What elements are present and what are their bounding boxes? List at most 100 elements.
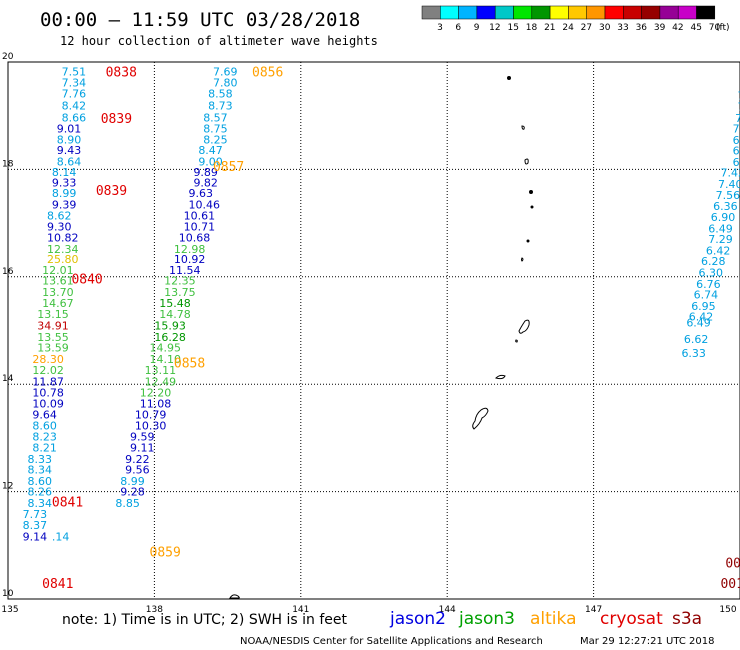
x-tick-label: 135: [1, 605, 18, 615]
legend-swatch: [476, 5, 496, 20]
plot-frame: [7, 61, 740, 600]
satellite-legend: jason2 jason3 altika cryosat s3a: [389, 609, 702, 629]
wave-height-value: 8.37: [23, 519, 48, 532]
satellite-name: s3a: [672, 609, 702, 629]
pass-time-label: 0838: [106, 66, 137, 81]
wave-height-value: 12.02: [32, 364, 64, 377]
wave-height-value: 13.75: [164, 286, 196, 299]
island: [526, 239, 530, 243]
legend-label: 21: [544, 23, 555, 33]
x-tick-label: 141: [292, 605, 309, 615]
chart-title: 00:00 – 11:59 UTC 03/28/2018: [40, 9, 360, 31]
legend-swatch: [549, 5, 569, 20]
wave-height-value: 6.7: [733, 156, 740, 169]
wave-height-value: 6.74: [694, 289, 719, 302]
wave-height-value: 13.55: [37, 331, 69, 344]
legend-label: 30: [599, 23, 611, 33]
color-legend: 3 6 9 12 15 18 21 24 27 30 33 36 39 42 45 70(ft): [421, 5, 730, 33]
wave-height-value: 15.93: [154, 320, 186, 333]
legend-swatch: [659, 5, 679, 20]
wave-height-value: 8.73: [208, 99, 233, 112]
wave-height-value: 6.33: [681, 347, 706, 360]
wave-height-value: 7.34: [62, 76, 87, 89]
wave-height-value: 7.: [735, 112, 740, 125]
wave-height-value: 12.34: [47, 243, 79, 256]
wave-height-value: 9.22: [125, 453, 149, 466]
wave-height-value: 6.5: [733, 145, 740, 158]
wave-height-value: 9.33: [52, 176, 77, 189]
wave-height-value: 9.39: [52, 198, 77, 211]
wave-height-value: 7.29: [708, 233, 733, 246]
wave-height-value: 7.56: [716, 189, 740, 202]
wave-height-value: 8.90: [57, 133, 82, 146]
pass-time-label: 0858: [174, 357, 205, 372]
wave-height-value: 13.15: [37, 308, 69, 321]
grid-lines: [8, 62, 740, 599]
wave-height-value: 6.42: [706, 244, 731, 257]
legend-label: 12: [489, 23, 500, 33]
footer-credit: NOAA/NESDIS Center for Satellite Applica…: [240, 636, 543, 647]
wave-height-value: 28.30: [32, 353, 64, 366]
wave-height-value: 8.25: [203, 133, 228, 146]
wave-height-value: 7.80: [213, 76, 238, 89]
wave-height-value: 10.71: [184, 220, 216, 233]
wave-height-value: 8.62: [47, 210, 72, 223]
wave-height-value: 25.80: [47, 253, 79, 266]
chart-subtitle: 12 hour collection of altimeter wave hei…: [60, 34, 378, 48]
legend-label: 18: [526, 23, 538, 33]
wave-height-value: 10.82: [47, 232, 79, 245]
legend-label: 39: [654, 23, 666, 33]
wave-height-value: 11.54: [169, 264, 201, 277]
wave-height-value: 8.26: [28, 486, 53, 499]
legend-swatch: [604, 5, 624, 20]
legend-label: 33: [617, 23, 628, 33]
wave-height-value: 9.11: [130, 442, 155, 455]
wave-height-value: 8.99: [52, 187, 77, 200]
wave-height-value: 7.40: [718, 178, 740, 191]
wave-height-value: 8.23: [32, 430, 57, 443]
legend-label: 42: [672, 23, 683, 33]
wave-height-value: 8.57: [203, 111, 228, 124]
wave-height-value: 8.34: [28, 497, 53, 510]
island: [495, 374, 506, 380]
wave-height-values: 7.517.347.768.428.669.018.909.438.648.14…: [23, 66, 740, 544]
legend-label: 24: [562, 23, 574, 33]
footer-timestamp: Mar 29 12:27:21 UTC 2018: [580, 636, 715, 647]
legend-swatch: [677, 5, 697, 20]
wave-height-value: 12.01: [42, 264, 74, 277]
wave-height-value: 10.79: [135, 408, 167, 421]
wave-height-value: 14.95: [150, 342, 182, 355]
wave-height-value: 6.3: [733, 134, 740, 147]
wave-height-value: 6.95: [691, 300, 716, 313]
wave-height-value: 8.99: [120, 475, 144, 488]
wave-height-value: 7.51: [62, 66, 87, 79]
island: [521, 125, 525, 130]
island: [472, 407, 489, 430]
y-tick-label: 18: [2, 159, 14, 169]
pass-time-label: 0839: [96, 184, 127, 199]
legend-label: 27: [581, 23, 592, 33]
y-tick-label: 12: [2, 482, 13, 492]
wave-height-value: 8.47: [198, 144, 223, 157]
island: [529, 190, 533, 194]
wave-height-value: 7.69: [213, 66, 238, 79]
legend-swatch: [568, 5, 587, 20]
wave-height-value: 6.42: [689, 311, 714, 324]
legend-label: 15: [507, 23, 518, 33]
legend-label: 9: [474, 23, 480, 33]
wave-height-value: 11.87: [32, 376, 64, 389]
wave-height-value: 9.59: [130, 430, 155, 443]
wave-height-value: 6.30: [699, 267, 724, 280]
island: [518, 319, 530, 334]
wave-height-value: 10.92: [174, 253, 206, 266]
legend-label: 6: [455, 23, 461, 33]
footer-note: note: 1) Time is in UTC; 2) SWH is in fe…: [62, 612, 348, 628]
wave-height-value: 8.58: [208, 88, 233, 101]
wave-height-value: 9.14: [23, 531, 48, 544]
time-labels: 0838 0839 0839 0840 0841 0841 0856 0857 0858 0859…: [42, 66, 740, 592]
wave-height-value: 9.30: [47, 220, 72, 233]
wave-height-value: 13.11: [145, 364, 177, 377]
wave-height-value: 12.20: [140, 386, 172, 399]
wave-height-value: 10.30: [135, 420, 167, 433]
